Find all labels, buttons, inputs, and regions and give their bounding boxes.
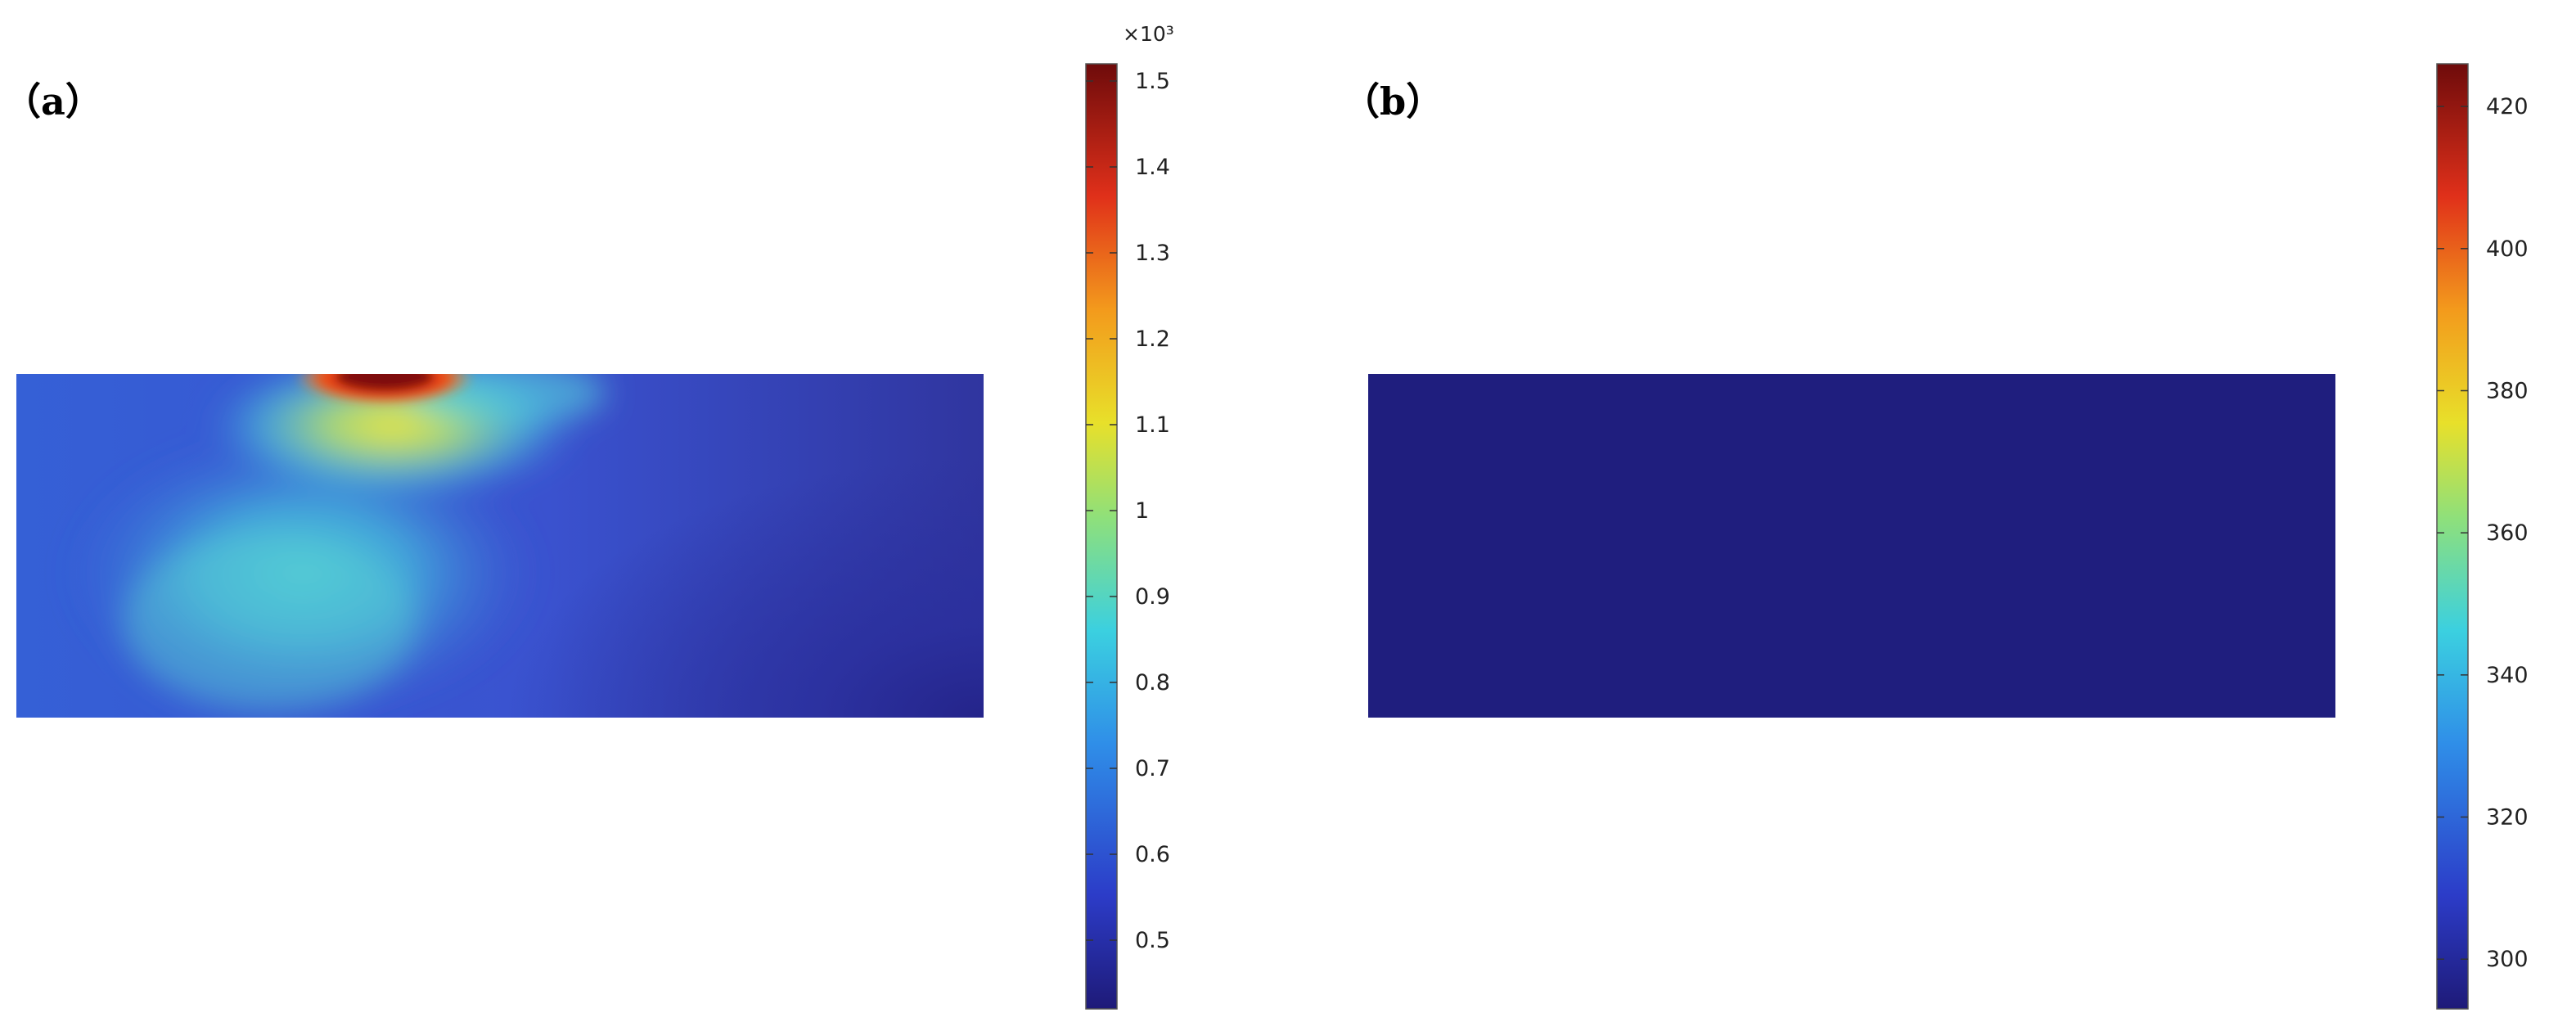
colorbar-tick-label-a: 1.4 <box>1135 155 1170 180</box>
colorbar-ticks-b: 420 400 380 360 340 320 300 <box>2437 94 2529 972</box>
panel-label-b: （b） <box>1342 79 1443 124</box>
colorbar-tick-label-b: 400 <box>2486 236 2529 262</box>
colorbar-b: 420 400 380 360 340 320 300 <box>2436 63 2529 1010</box>
colorbar-multiplier-a: ×10³ <box>1123 22 1174 46</box>
panel-label-a: （a） <box>3 79 103 124</box>
colorbar-tick-label-a: 0.5 <box>1135 928 1170 953</box>
colorbar-tick-label-a: 1.3 <box>1135 241 1170 266</box>
colorbar-tick-label-b: 420 <box>2486 94 2529 119</box>
heatmap-field-a <box>16 374 984 718</box>
colorbar-gradient-b <box>2437 64 2468 1009</box>
colorbar-tick-label-a: 0.7 <box>1135 756 1170 781</box>
colorbar-tick-label-a: 1.5 <box>1135 69 1170 94</box>
colorbar-tick-label-b: 380 <box>2486 378 2529 403</box>
colorbar-tick-label-a: 0.6 <box>1135 842 1170 867</box>
colorbar-tick-label-a: 1 <box>1135 498 1149 524</box>
colorbar-tick-label-b: 320 <box>2486 805 2529 831</box>
heatmap-field-b <box>1368 374 2335 718</box>
colorbar-tick-label-b: 300 <box>2486 947 2529 972</box>
colorbar-ticks-a: 1.5 1.4 1.3 1.2 1.1 1 0.9 0.8 0.7 0.6 0.5 <box>1086 69 1170 953</box>
colorbar-tick-label-a: 1.1 <box>1135 412 1170 438</box>
colorbar-tick-label-a: 1.2 <box>1135 326 1170 352</box>
colorbar-tick-label-a: 0.8 <box>1135 670 1170 696</box>
colorbar-gradient-a <box>1086 64 1117 1009</box>
colorbar-tick-label-a: 0.9 <box>1135 584 1170 610</box>
panel-b: （b） 420 400 380 360 340 320 300 <box>1342 63 2529 1010</box>
colorbar-tick-label-b: 360 <box>2486 520 2529 546</box>
colorbar-a: ×10³ 1.5 1.4 1.3 1.2 1.1 1 0.9 0.8 0.7 0.6 0.5 <box>1085 22 1174 1010</box>
colorbar-tick-label-b: 340 <box>2486 663 2529 688</box>
panel-a: （a） ×10³ 1.5 1.4 1.3 1.2 1.1 1 0.9 0.8 0.7 0.6 0.5 <box>3 22 1174 1010</box>
